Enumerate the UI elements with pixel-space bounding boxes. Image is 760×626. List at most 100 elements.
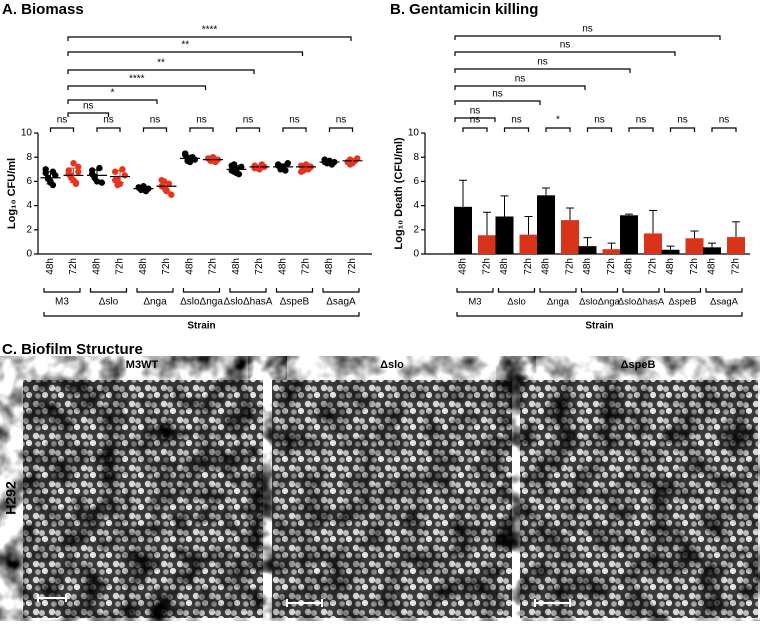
- data-point: [282, 167, 289, 174]
- strain-bracket: [43, 312, 360, 317]
- significance-label: ns: [537, 57, 548, 68]
- x-tick-label: 72h: [648, 258, 659, 275]
- data-point: [42, 166, 49, 173]
- panel-title: A. Biomass: [2, 1, 84, 18]
- error-bar: [69, 167, 78, 184]
- error-bar: [524, 215, 533, 235]
- significance-bracket: [545, 127, 571, 132]
- panel-title: B. Gentamicin killing: [390, 1, 538, 18]
- bar: [561, 220, 579, 254]
- column-label: M3WT: [126, 359, 159, 371]
- group-label: M3: [55, 297, 69, 308]
- x-tick-label: 72h: [565, 258, 576, 275]
- significance-label: ns: [83, 101, 94, 112]
- x-tick-label: 72h: [254, 258, 265, 275]
- group-label: ΔsagA: [710, 297, 739, 308]
- significance-label: **: [181, 40, 189, 51]
- group-bracket: [580, 288, 619, 293]
- error-bar: [607, 242, 616, 250]
- error-bar: [459, 179, 467, 207]
- x-tick-label: 48h: [707, 258, 718, 275]
- y-tick-label: 4: [26, 200, 32, 211]
- x-tick-label: 48h: [45, 258, 56, 275]
- x-tick-label: 48h: [278, 258, 289, 275]
- group-bracket: [136, 288, 174, 293]
- significance-label: ns: [289, 115, 300, 126]
- x-tick-label: 72h: [208, 258, 219, 275]
- y-tick-label: 8: [413, 152, 419, 163]
- data-point: [114, 181, 121, 189]
- group-bracket: [182, 288, 221, 293]
- y-tick-label: 10: [408, 128, 420, 139]
- y-tick-label: 2: [413, 224, 419, 235]
- significance-label: *: [111, 88, 115, 99]
- error-bar: [690, 230, 699, 239]
- significance-label: ns: [582, 24, 593, 35]
- significance-label: ns: [511, 115, 522, 126]
- x-axis-label: Strain: [585, 321, 613, 332]
- significance-label: ns: [243, 115, 254, 126]
- significance-label: ns: [594, 115, 605, 126]
- significance-label: **: [157, 58, 165, 69]
- data-point: [165, 180, 173, 188]
- significance-bracket: [454, 68, 631, 73]
- bar: [454, 206, 472, 254]
- x-tick-label: 72h: [482, 258, 493, 275]
- significance-label: *: [556, 115, 560, 126]
- data-point: [112, 176, 119, 184]
- group-label: ΔsloΔhasA: [224, 297, 273, 308]
- x-tick-label: 48h: [324, 258, 335, 275]
- bar: [661, 249, 680, 254]
- significance-bracket: [669, 127, 696, 132]
- column-label: Δslo: [380, 359, 404, 371]
- group-label: M3: [468, 297, 481, 308]
- y-axis-label: Log₁₀ CFU/ml: [6, 158, 18, 229]
- group-label: ΔsloΔhasA: [618, 297, 665, 308]
- bar: [685, 238, 704, 254]
- significance-bracket: [454, 35, 721, 40]
- x-tick-label: 72h: [68, 258, 79, 275]
- panel-title: C. Biofilm Structure: [2, 341, 143, 358]
- significance-bracket: [142, 127, 168, 132]
- group-bracket: [705, 288, 743, 293]
- error-bar: [500, 195, 509, 217]
- y-axis-label: Log₁₀ Death (CFU/ml): [393, 137, 405, 250]
- bar: [644, 233, 662, 254]
- data-point: [354, 155, 361, 162]
- significance-bracket: [67, 99, 158, 104]
- micrograph: [23, 380, 263, 618]
- significance-bracket: [67, 69, 255, 74]
- error-bar: [483, 211, 491, 236]
- error-bar: [46, 171, 55, 185]
- significance-bracket: [189, 127, 214, 132]
- x-tick-label: 48h: [624, 258, 635, 275]
- significance-bracket: [67, 36, 352, 41]
- significance-bracket: [328, 127, 354, 132]
- bar: [620, 215, 638, 254]
- x-tick-label: 48h: [92, 258, 103, 275]
- x-tick-label: 72h: [301, 258, 312, 275]
- x-tick-label: 48h: [665, 258, 676, 275]
- data-point: [205, 155, 212, 162]
- data-point: [140, 183, 147, 190]
- bar: [727, 237, 745, 254]
- data-point: [256, 166, 263, 173]
- significance-label: ns: [103, 115, 114, 126]
- group-bracket: [89, 288, 128, 293]
- data-point: [75, 168, 82, 175]
- group-label: Δslo: [507, 297, 526, 308]
- x-tick-label: 48h: [541, 258, 552, 275]
- group-bracket: [539, 288, 577, 293]
- error-bar: [255, 164, 264, 170]
- error-bar: [186, 154, 194, 162]
- micrograph: [272, 380, 512, 618]
- error-bar: [279, 163, 287, 171]
- y-tick-label: 0: [413, 249, 419, 260]
- group-label: ΔspeB: [280, 297, 310, 308]
- data-point: [135, 184, 142, 191]
- x-axis-label: Strain: [187, 321, 215, 332]
- group-label: Δnga: [547, 297, 570, 308]
- error-bar: [649, 209, 657, 234]
- significance-label: ns: [492, 89, 503, 100]
